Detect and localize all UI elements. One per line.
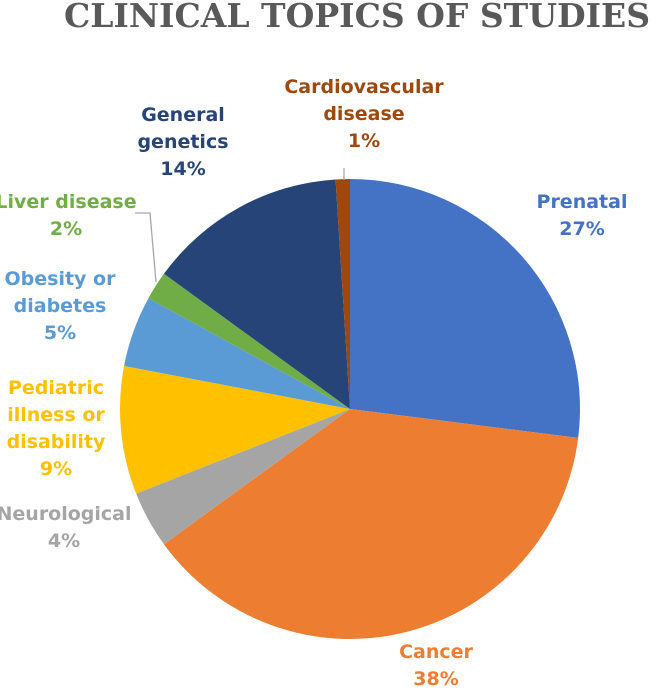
slice-labels: Prenatal 27% Cancer 38% Neurological 4% Pediat… — [0, 76, 627, 690]
slice-label-text-neurological: Neurological — [0, 503, 132, 525]
slice-label-text-pediatric: disability — [7, 431, 106, 453]
slice-percent-cardiovascular: 1% — [348, 130, 380, 152]
pie-slice-liver — [148, 273, 350, 409]
slice-label-text-cardiovascular: Cardiovascular — [284, 76, 444, 98]
slice-label-obesity: Obesity or diabetes 5% — [5, 268, 117, 344]
slice-label-text-obesity: Obesity or — [5, 268, 117, 290]
slice-label-text-obesity: diabetes — [14, 295, 107, 317]
slice-label-text-pediatric: illness or — [7, 404, 105, 426]
slice-label-text-prenatal: Prenatal — [537, 191, 628, 213]
slice-label-text-pediatric: Pediatric — [8, 377, 104, 399]
pie-slices — [119, 178, 581, 639]
pie-slice-general-genetics — [163, 179, 350, 409]
slice-label-text-general-genetics: General — [141, 104, 225, 126]
pie-slice-prenatal — [350, 179, 581, 438]
chart-title: CLINICAL TOPICS OF STUDIES — [64, 0, 650, 35]
leader-line-liver — [135, 212, 157, 283]
slice-label-neurological: Neurological 4% — [0, 503, 132, 552]
slice-label-cardiovascular: Cardiovascular disease 1% — [284, 76, 444, 152]
slice-label-text-cardiovascular: disease — [323, 103, 404, 125]
slice-percent-neurological: 4% — [48, 530, 80, 552]
pie-slice-obesity — [124, 298, 350, 409]
pie-slice-cardiovascular — [335, 178, 350, 409]
slice-percent-general-genetics: 14% — [160, 158, 205, 180]
slice-percent-obesity: 5% — [44, 322, 76, 344]
pie-slice-neurological — [136, 409, 350, 545]
slice-label-pediatric: Pediatric illness or disability 9% — [7, 377, 106, 480]
pie-slice-pediatric — [119, 365, 351, 494]
slice-label-text-general-genetics: genetics — [137, 131, 228, 153]
pie-slice-cancer — [163, 409, 579, 639]
slice-label-liver: Liver disease 2% — [0, 191, 137, 240]
slice-label-general-genetics: General genetics 14% — [137, 104, 228, 180]
slice-label-prenatal: Prenatal 27% — [537, 191, 628, 240]
label-leader-lines — [135, 168, 345, 283]
slice-percent-prenatal: 27% — [559, 218, 604, 240]
slice-percent-liver: 2% — [50, 218, 82, 240]
slice-percent-pediatric: 9% — [40, 458, 72, 480]
slice-label-text-cancer: Cancer — [399, 641, 473, 663]
slice-label-text-liver: Liver disease — [0, 191, 137, 213]
slice-percent-cancer: 38% — [413, 668, 458, 690]
slice-label-cancer: Cancer 38% — [399, 641, 473, 690]
